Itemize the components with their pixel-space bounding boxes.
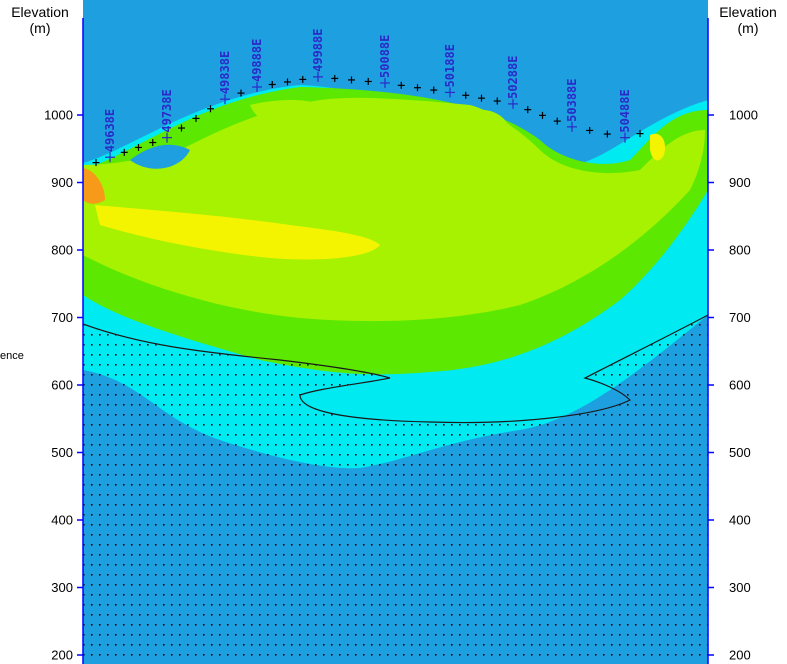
- station-label: 49738E: [160, 89, 174, 132]
- cut-off-label: ence: [0, 350, 24, 362]
- station-label: 49988E: [311, 29, 325, 72]
- topo-marker: [178, 124, 185, 132]
- left-ticks: 1000 900 800 700 600 500 400 300 200: [44, 108, 83, 663]
- topo-marker: [567, 121, 577, 132]
- right-tick-label: 200: [729, 648, 751, 663]
- topo-marker: [603, 130, 611, 138]
- station-label: 50288E: [506, 56, 520, 99]
- topo-marker: [120, 148, 128, 156]
- right-tick-label: 800: [729, 243, 751, 258]
- yellow-zone: [95, 205, 380, 260]
- topo-marker: [539, 111, 546, 119]
- topo-marker: [478, 94, 485, 102]
- left-axis-title-line1: Elevation: [11, 4, 69, 20]
- topo-marker: [586, 126, 594, 134]
- upper-pocket-right: [460, 109, 511, 153]
- right-tick-label: 700: [729, 310, 751, 325]
- topo-marker: [268, 80, 276, 88]
- station-label: 50188E: [443, 44, 457, 87]
- right-tick-label: 1000: [729, 108, 758, 123]
- topo-marker: [445, 87, 455, 98]
- near-surface-blue-left: [130, 144, 190, 169]
- left-axis-title-line2: (m): [30, 20, 51, 36]
- topo-marker: [105, 152, 115, 163]
- left-tick-label: 800: [51, 243, 73, 258]
- dotted-mask: [83, 315, 708, 664]
- orange-anomaly: [83, 168, 105, 204]
- right-tick-label: 400: [729, 513, 751, 528]
- right-axis-title-line1: Elevation: [719, 4, 777, 20]
- topo-marker: [331, 74, 339, 82]
- topo-marker: [414, 84, 421, 92]
- left-tick-label: 600: [51, 378, 73, 393]
- station-label: 49888E: [250, 39, 264, 82]
- right-tick-label: 300: [729, 580, 751, 595]
- plot-area: [83, 0, 708, 664]
- station-label: 50088E: [378, 35, 392, 78]
- topo-marker: [380, 77, 390, 88]
- right-axis-title-line2: (m): [738, 20, 759, 36]
- topo-marker: [162, 132, 172, 143]
- topo-marker: [348, 76, 355, 84]
- topo-marker: [299, 75, 307, 83]
- station-label: 49638E: [103, 109, 117, 152]
- topo-marker: [313, 71, 323, 82]
- topo-marker: [252, 82, 262, 93]
- left-tick-label: 1000: [44, 108, 73, 123]
- right-ticks: 1000 900 800 700 600 500 400 300 200: [708, 108, 758, 663]
- topo-marker: [620, 132, 630, 143]
- topo-marker: [149, 139, 157, 147]
- topo-marker: [220, 94, 230, 105]
- left-tick-label: 200: [51, 648, 73, 663]
- topo-marker: [493, 97, 501, 105]
- topo-marker: [430, 86, 438, 94]
- yellow-spot-right: [650, 133, 666, 161]
- topo-marker: [284, 78, 291, 86]
- station-labels: 49638E 49738E 49838E 49888E 49988E 50088E 5018…: [103, 29, 632, 153]
- topo-marker: [397, 81, 405, 89]
- topography-markers: [92, 71, 644, 167]
- right-tick-label: 600: [729, 378, 751, 393]
- lime-zone: [83, 97, 705, 322]
- left-tick-label: 400: [51, 513, 73, 528]
- right-tick-label: 900: [729, 175, 751, 190]
- topo-marker: [636, 130, 644, 138]
- topo-marker: [237, 89, 245, 97]
- upper-pocket-left: [250, 100, 332, 129]
- station-label: 49838E: [218, 51, 232, 94]
- left-tick-label: 700: [51, 310, 73, 325]
- topo-marker: [508, 98, 518, 109]
- topo-marker: [135, 143, 142, 151]
- topo-marker: [364, 77, 372, 85]
- topo-marker: [553, 117, 561, 125]
- topo-marker: [524, 106, 532, 114]
- topo-marker: [462, 91, 470, 99]
- dotted-mask-outline: [83, 314, 708, 424]
- station-label: 50488E: [618, 89, 632, 132]
- topo-marker: [192, 114, 200, 122]
- topo-marker: [207, 105, 214, 113]
- left-tick-label: 500: [51, 445, 73, 460]
- left-tick-label: 300: [51, 580, 73, 595]
- left-tick-label: 900: [51, 175, 73, 190]
- station-label: 50388E: [565, 78, 579, 121]
- topo-marker: [92, 159, 100, 167]
- right-tick-label: 500: [729, 445, 751, 460]
- near-surface-blue-right: [555, 130, 600, 156]
